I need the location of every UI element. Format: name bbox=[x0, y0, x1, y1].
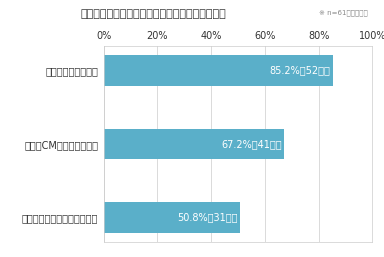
Bar bbox=[104, 128, 284, 159]
Text: 85.2%（52名）: 85.2%（52名） bbox=[269, 66, 330, 76]
Bar bbox=[104, 55, 333, 86]
Text: 50.8%（31名）: 50.8%（31名） bbox=[177, 212, 238, 222]
Text: ※ n=61／複数回答: ※ n=61／複数回答 bbox=[319, 9, 367, 16]
Text: 67.2%（41名）: 67.2%（41名） bbox=[221, 139, 281, 149]
Bar bbox=[104, 202, 240, 233]
Text: 『図』投資割合が減少した（減少見込みの）広告: 『図』投資割合が減少した（減少見込みの）広告 bbox=[81, 9, 227, 19]
